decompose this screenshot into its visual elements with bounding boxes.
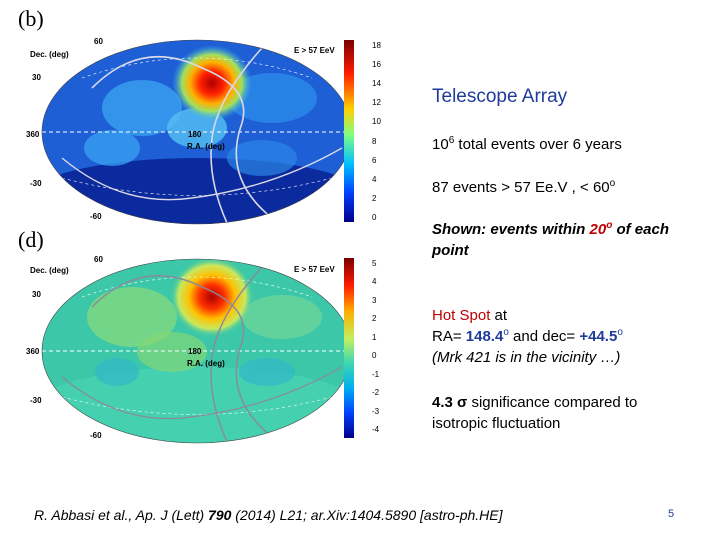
panel-b-skymap: E > 57 EeV Dec. (deg) R.A. (deg) 60 30 -… [22, 28, 362, 228]
panel-b-ra-tick-360: 360 [26, 130, 40, 139]
coords-line: RA= 148.4o and dec= +44.5o [432, 326, 692, 347]
significance-value: 4.3 σ [432, 394, 468, 411]
panel-d-colorbar-tick: 0 [372, 351, 377, 361]
total-events-line: 106 total events over 6 years [432, 134, 622, 155]
hotspot-label: Hot Spot [432, 307, 491, 324]
shown-pre: Shown: events within [432, 221, 590, 238]
ra-pre: RA= [432, 328, 466, 345]
events-rest: total events over 6 years [454, 136, 622, 153]
page-number: 5 [668, 508, 675, 520]
panel-d-energy-label: E > 57 EeV [294, 265, 335, 274]
dec-degree: o [617, 327, 623, 338]
panel-b-colorbar-tick: 4 [372, 174, 377, 184]
panel-b-colorbar-tick: 14 [372, 79, 381, 89]
citation: R. Abbasi et al., Ap. J (Lett) 790 (2014… [34, 507, 503, 523]
vicinity-line: (Mrk 421 is in the vicinity …) [432, 349, 621, 366]
panel-d-colorbar-tick: 4 [372, 277, 377, 287]
cut-text: 87 events > 57 Ee.V , < 60 [432, 179, 610, 196]
shown-degree: o [606, 220, 613, 231]
panel-d-colorbar-tick: 5 [372, 259, 377, 268]
panel-b-colorbar-tick: 8 [372, 136, 377, 146]
events-base: 10 [432, 136, 449, 153]
panel-b-colorbar-tick: 2 [372, 193, 377, 203]
panel-b-colorbar-tick: 10 [372, 117, 381, 127]
cut-line: 87 events > 57 Ee.V , < 60o [432, 177, 615, 198]
significance-rest: significance compared to isotropic fluct… [432, 394, 638, 432]
panel-d-colorbar-tick: 2 [372, 314, 377, 324]
panel-b-dec-axis-label: Dec. (deg) [30, 50, 69, 59]
panel-b-colorbar-tick: 18 [372, 41, 381, 50]
shown-post: of each point [432, 221, 669, 259]
title: Telescope Array [432, 86, 568, 107]
panel-d-colorbar-tick: 1 [372, 332, 377, 342]
panel-d-dec-tick-m30: -30 [30, 396, 42, 405]
panel-b-ra-axis-label: R.A. (deg) [187, 142, 225, 151]
citation-pages: (2014) L21; ar.Xiv:1404.5890 [astro-ph.H… [231, 507, 503, 523]
cut-degree: o [609, 178, 616, 189]
significance-line: 4.3 σ significance compared to isotropic… [432, 392, 692, 434]
events-exponent: 6 [448, 135, 455, 146]
panel-d-colorbar-tick: -4 [372, 425, 380, 434]
ra-value: 148.4 [465, 328, 504, 345]
citation-authors: R. Abbasi et al., Ap. J (Lett) [34, 507, 209, 523]
panel-d-colorbar-tick: 3 [372, 295, 377, 305]
hotspot-block: Hot Spot at RA= 148.4o and dec= +44.5o (… [432, 305, 692, 368]
hotspot-at: at [490, 307, 508, 324]
panel-d-ra-tick-180: 180 [188, 347, 202, 356]
panel-d-colorbar [344, 258, 354, 438]
panel-b-colorbar [344, 40, 354, 222]
panel-b-colorbar-tick: 6 [372, 155, 377, 165]
panel-d-colorbar-tick: -2 [372, 388, 380, 398]
panel-b-dec-tick-60: 60 [94, 37, 103, 46]
panel-d-label: (d) [18, 227, 44, 252]
panel-d-ra-axis-label: R.A. (deg) [187, 359, 225, 368]
panel-b-dec-tick-30: 30 [32, 73, 41, 82]
shown-value: 20 [589, 221, 607, 238]
citation-volume: 790 [208, 507, 232, 523]
panel-d-dec-tick-m60: -60 [90, 431, 102, 440]
dec-value: +44.5 [579, 328, 618, 345]
panel-d-dec-axis-label: Dec. (deg) [30, 266, 69, 275]
panel-d-ra-tick-360: 360 [26, 347, 40, 356]
panel-d-dec-tick-30: 30 [32, 290, 41, 299]
panel-d-colorbar-tick: -1 [372, 369, 380, 379]
shown-line: Shown: events within 20o of each point [432, 219, 682, 261]
panel-b-energy-label: E > 57 EeV [294, 46, 335, 55]
panel-d-dec-tick-60: 60 [94, 255, 103, 264]
panel-b-label: (b) [18, 6, 44, 31]
ra-degree: o [503, 327, 509, 338]
hotspot-line: Hot Spot at [432, 305, 692, 326]
panel-b-colorbar-tick: 16 [372, 60, 381, 70]
panel-d-colorbar-tick: -3 [372, 406, 380, 416]
dec-pre: and dec= [508, 328, 580, 345]
panel-b-ra-tick-180: 180 [188, 130, 202, 139]
panel-b-dec-tick-m60: -60 [90, 212, 102, 221]
panel-d-skymap: E > 57 EeV Dec. (deg) R.A. (deg) 60 30 -… [22, 247, 362, 447]
panel-b-colorbar-tick: 12 [372, 98, 381, 108]
panel-b-dec-tick-m30: -30 [30, 179, 42, 188]
panel-b-colorbar-tick: 0 [372, 213, 377, 222]
